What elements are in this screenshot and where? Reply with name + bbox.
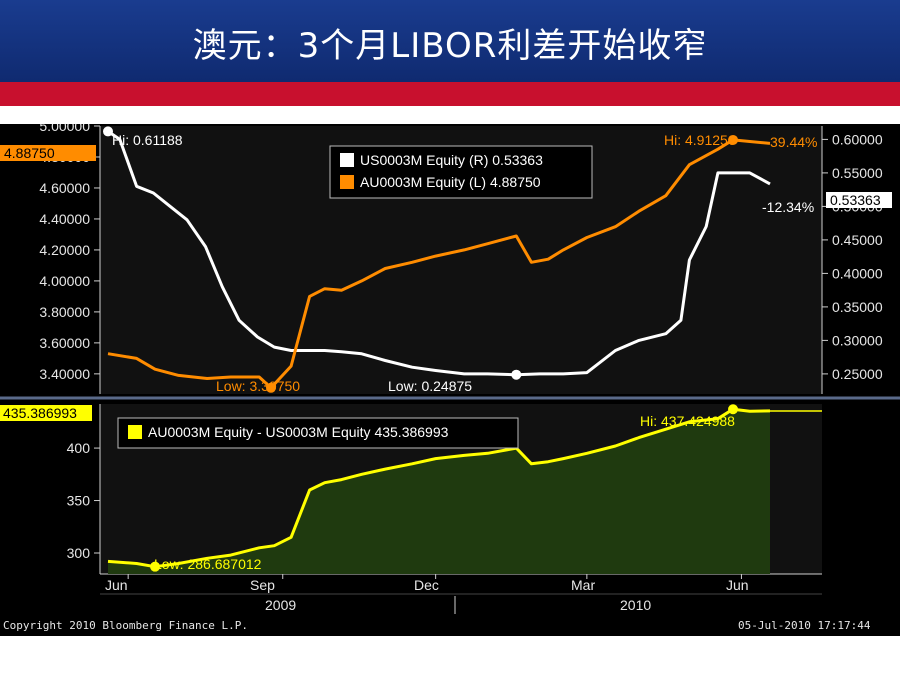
right-tick-label: 0.45000	[832, 232, 883, 248]
right-tick-label: 0.30000	[832, 332, 883, 348]
au-hi-label: Hi: 4.91250	[664, 132, 736, 148]
title-banner	[0, 0, 900, 82]
right-tick-label: 0.55000	[832, 165, 883, 181]
bloomberg-chart-panel: 5.000004.800004.600004.400004.200004.000…	[0, 124, 900, 636]
year-label-2010: 2010	[620, 597, 651, 613]
timestamp: 05-Jul-2010 17:17:44	[738, 619, 871, 632]
spread-area-fill	[108, 409, 770, 574]
x-tick-mar: Mar	[571, 577, 595, 593]
us-last-value-tag	[826, 192, 892, 208]
year-label-2009: 2009	[265, 597, 296, 613]
left-tick-label: 4.00000	[39, 273, 90, 289]
top-legend-box	[329, 145, 593, 199]
legend-swatch-au	[340, 175, 354, 189]
x-tick-jun-2009: Jun	[105, 577, 128, 593]
us-low-marker	[511, 369, 522, 380]
spread-low-marker	[150, 561, 161, 572]
right-tick-label: 0.40000	[832, 265, 883, 281]
x-tick-dec: Dec	[414, 577, 439, 593]
au-low-marker	[265, 382, 276, 393]
spread-series-line	[107, 407, 771, 569]
left-tick-label: 5.00000	[39, 124, 90, 134]
us-hi-marker	[103, 126, 113, 137]
spread-last-value-tag	[0, 405, 92, 421]
legend-label-au: AU0003M Equity (L) 4.88750	[360, 174, 541, 190]
left-tick-label: 3.60000	[39, 335, 90, 351]
x-tick-sep: Sep	[250, 577, 275, 593]
chart-layers: 5.000004.800004.600004.400004.200004.000…	[39, 124, 883, 579]
right-tick-label: 0.60000	[832, 131, 883, 147]
spread-low-label: Low: 286.687012	[154, 556, 262, 572]
bottom-tick-label: 350	[67, 493, 91, 509]
right-tick-label: 0.35000	[832, 299, 883, 315]
left-tick-label: 4.40000	[39, 211, 90, 227]
legend-swatch-us	[340, 153, 354, 167]
bottom-legend-box	[117, 417, 519, 449]
us-low-label: Low: 0.24875	[388, 378, 472, 394]
bottom-tick-label: 400	[67, 440, 91, 456]
copyright: Copyright 2010 Bloomberg Finance L.P.	[3, 619, 248, 632]
spread-hi-marker	[728, 404, 739, 415]
spread-last-value: 435.386993	[3, 405, 77, 421]
au-pct-change: 39.44%	[770, 134, 817, 150]
legend-label-us: US0003M Equity (R) 0.53363	[360, 152, 543, 168]
top-legend: US0003M Equity (R) 0.53363 AU0003M Equit…	[329, 145, 593, 199]
x-tick-jun-2010: Jun	[726, 577, 749, 593]
slide-title: 澳元：3个月LIBOR利差开始收窄	[192, 26, 708, 66]
au0003m-series-line	[107, 138, 771, 390]
left-tick-label: 4.60000	[39, 180, 90, 196]
au-hi-marker	[728, 134, 739, 145]
us-pct-change: -12.34%	[762, 199, 814, 215]
right-tick-label: 0.25000	[832, 366, 883, 382]
accent-bar	[0, 82, 900, 106]
us-last-value: 0.53363	[830, 192, 881, 208]
legend-swatch-spread	[128, 425, 142, 439]
au-last-value: 4.88750	[4, 145, 55, 161]
au-low-label: Low: 3.30750	[216, 378, 300, 394]
bottom-legend: AU0003M Equity - US0003M Equity 435.3869…	[117, 417, 519, 449]
us-hi-label: Hi: 0.61188	[112, 132, 183, 148]
left-tick-label: 3.80000	[39, 304, 90, 320]
left-tick-label: 4.20000	[39, 242, 90, 258]
bottom-tick-label: 300	[67, 545, 91, 561]
au-last-value-tag	[0, 145, 96, 161]
legend-label-spread: AU0003M Equity - US0003M Equity 435.3869…	[148, 424, 449, 440]
left-tick-label: 3.40000	[39, 366, 90, 382]
chart-canvas: 5.000004.800004.600004.400004.200004.000…	[0, 124, 900, 632]
spread-hi-label: Hi: 437.424988	[640, 413, 735, 429]
us0003m-series-line	[107, 130, 771, 377]
